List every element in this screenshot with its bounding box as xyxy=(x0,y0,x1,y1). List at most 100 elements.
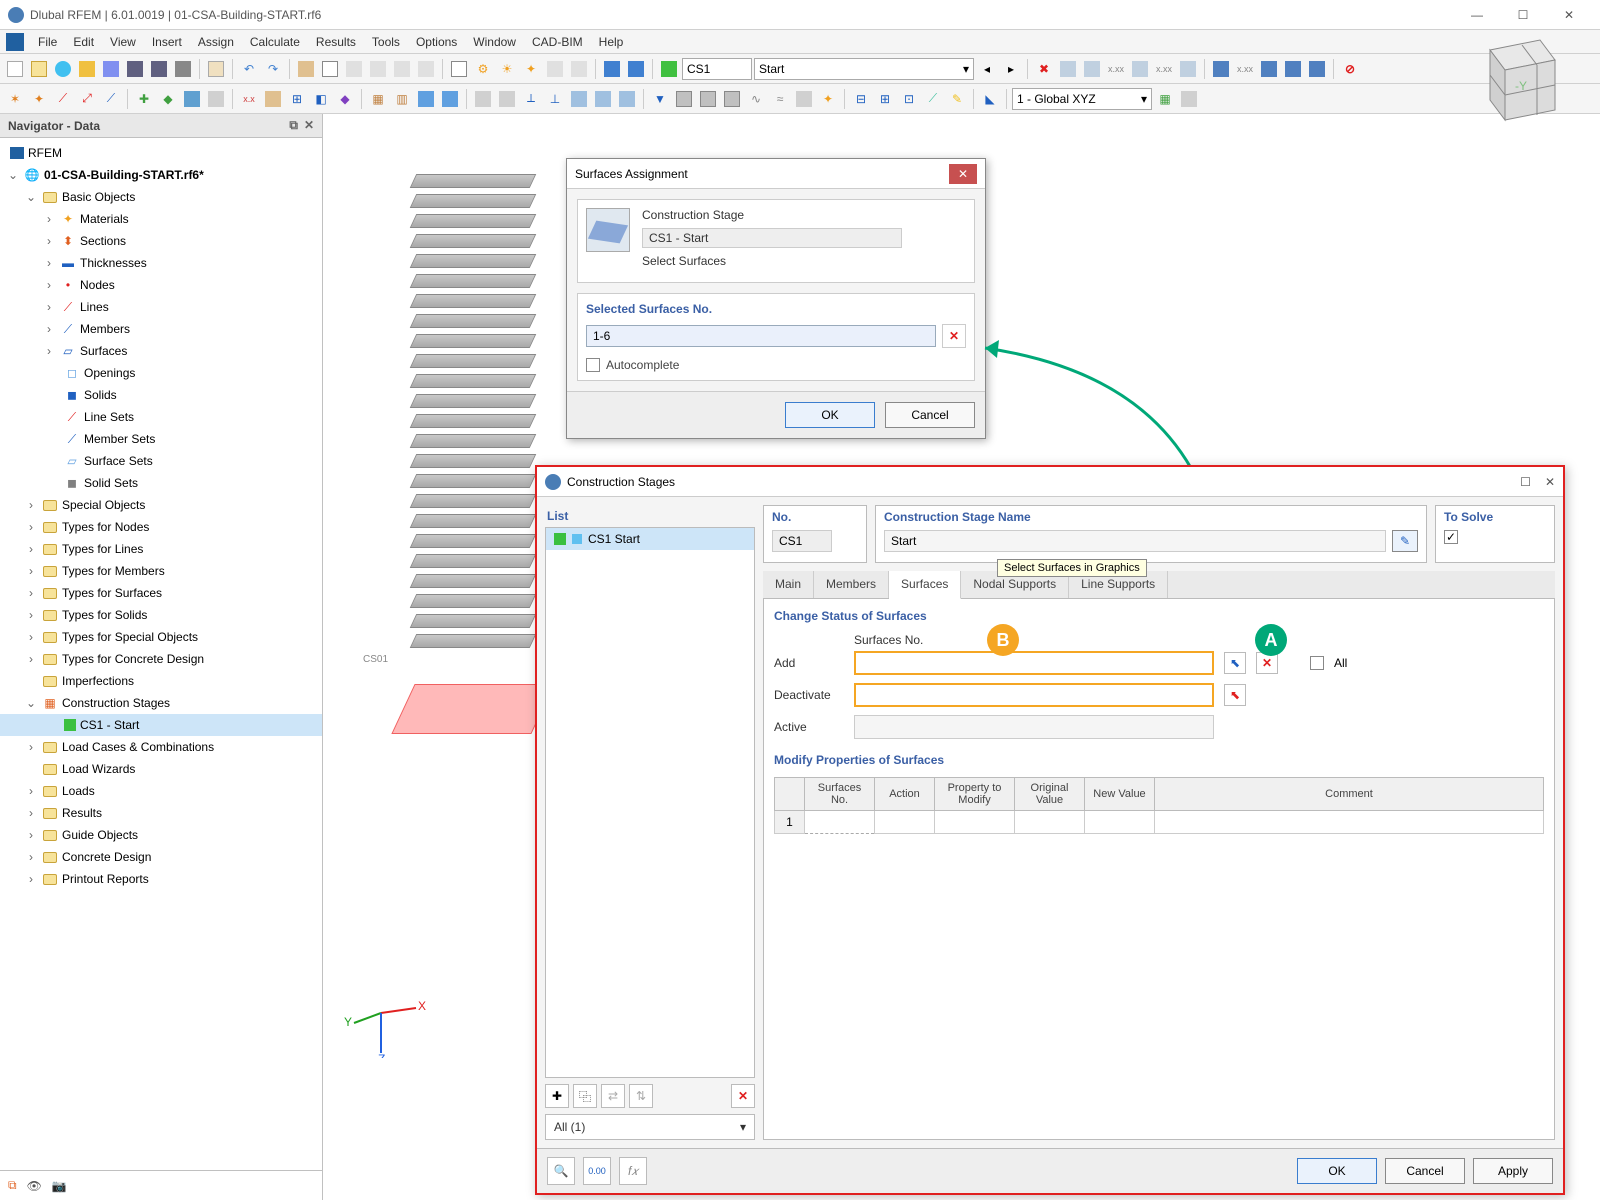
t2-13[interactable]: ◧ xyxy=(310,88,332,110)
tb-26[interactable] xyxy=(1177,58,1199,80)
new-icon[interactable] xyxy=(4,58,26,80)
dlg2-ok-button[interactable]: OK xyxy=(1297,1158,1377,1184)
tb-24[interactable] xyxy=(1129,58,1151,80)
t2-35[interactable]: ≈ xyxy=(769,88,791,110)
t2-37[interactable]: ✦ xyxy=(817,88,839,110)
menu-insert[interactable]: Insert xyxy=(144,35,190,49)
prev-icon[interactable]: ◂ xyxy=(976,58,998,80)
tb-28[interactable]: x.xx xyxy=(1234,58,1256,80)
deactivate-surfaces-input[interactable] xyxy=(854,683,1214,707)
t2-3[interactable]: ⟋ xyxy=(52,88,74,110)
open-icon[interactable] xyxy=(28,58,50,80)
dlg1-ok-button[interactable]: OK xyxy=(785,402,875,428)
nav-tab-1-icon[interactable]: ⧉ xyxy=(8,1178,17,1193)
solve-checkbox[interactable]: ✓ xyxy=(1444,530,1458,544)
cell-surfno[interactable] xyxy=(805,811,875,834)
selected-surfaces-input[interactable]: 1-6 xyxy=(586,325,936,347)
t2-8[interactable] xyxy=(181,88,203,110)
edit-name-button[interactable]: ✎ xyxy=(1392,530,1418,552)
settings-icon[interactable] xyxy=(100,58,122,80)
t2-17[interactable] xyxy=(415,88,437,110)
grid-icon[interactable] xyxy=(295,58,317,80)
nav-tab-2-icon[interactable]: 👁 xyxy=(27,1179,42,1193)
t2-23[interactable] xyxy=(568,88,590,110)
t2-50[interactable]: ▦ xyxy=(1154,88,1176,110)
t2-32[interactable] xyxy=(697,88,719,110)
close-file-icon[interactable] xyxy=(76,58,98,80)
properties-table[interactable]: Surfaces No. Action Property to Modify O… xyxy=(774,777,1544,834)
t2-6[interactable]: ✚ xyxy=(133,88,155,110)
next-icon[interactable]: ▸ xyxy=(1000,58,1022,80)
no-field[interactable]: CS1 xyxy=(772,530,832,552)
t2-22[interactable]: ⊥ xyxy=(544,88,566,110)
t2-14[interactable]: ◆ xyxy=(334,88,356,110)
undo-icon[interactable]: ↶ xyxy=(238,58,260,80)
pick-deact-button[interactable]: ⬉ xyxy=(1224,684,1246,706)
menu-results[interactable]: Results xyxy=(308,35,364,49)
tb-22[interactable] xyxy=(1081,58,1103,80)
help-button[interactable]: 🔍 xyxy=(547,1157,575,1185)
print-icon[interactable] xyxy=(172,58,194,80)
menu-edit[interactable]: Edit xyxy=(65,35,102,49)
t2-21[interactable]: ⟂ xyxy=(520,88,542,110)
t2-30[interactable]: ▼ xyxy=(649,88,671,110)
autocomplete-checkbox[interactable] xyxy=(586,358,600,372)
close-panel-icon[interactable]: ✕ xyxy=(304,118,314,133)
clear-selection-button[interactable]: ✕ xyxy=(942,324,966,348)
tb-10[interactable]: ⚙ xyxy=(472,58,494,80)
tb-29[interactable] xyxy=(1258,58,1280,80)
stage-list[interactable]: CS1 Start xyxy=(545,527,755,1078)
t2-24[interactable] xyxy=(592,88,614,110)
t2-39[interactable]: ⊞ xyxy=(874,88,896,110)
t2-31[interactable] xyxy=(673,88,695,110)
tb-13[interactable] xyxy=(544,58,566,80)
units-button[interactable]: 0.00 xyxy=(583,1157,611,1185)
t2-20[interactable] xyxy=(496,88,518,110)
delete-icon[interactable]: ⊘ xyxy=(1339,58,1361,80)
tb-30[interactable] xyxy=(1282,58,1304,80)
tab-main[interactable]: Main xyxy=(763,571,814,598)
saveall-icon[interactable] xyxy=(148,58,170,80)
coord-combo[interactable]: 1 - Global XYZ▾ xyxy=(1012,88,1152,110)
menu-window[interactable]: Window xyxy=(465,35,524,49)
menu-options[interactable]: Options xyxy=(408,35,465,49)
tb-17[interactable] xyxy=(658,58,680,80)
t2-34[interactable]: ∿ xyxy=(745,88,767,110)
menu-tools[interactable]: Tools xyxy=(364,35,408,49)
t2-12[interactable]: ⊞ xyxy=(286,88,308,110)
save-icon[interactable] xyxy=(124,58,146,80)
tb-27[interactable] xyxy=(1210,58,1232,80)
name-field[interactable]: Start xyxy=(884,530,1386,552)
link-button[interactable]: ⇄ xyxy=(601,1084,625,1108)
cs-combo[interactable]: CS1 xyxy=(682,58,752,80)
dlg1-close-button[interactable]: ✕ xyxy=(949,164,977,184)
app-menu-icon[interactable] xyxy=(6,33,24,51)
tb-8[interactable] xyxy=(415,58,437,80)
new-stage-button[interactable]: ✚ xyxy=(545,1084,569,1108)
menu-file[interactable]: File xyxy=(30,35,65,49)
copy-stage-button[interactable]: ⿻ xyxy=(573,1084,597,1108)
t2-42[interactable]: ✎ xyxy=(946,88,968,110)
t2-1[interactable]: ✶ xyxy=(4,88,26,110)
view-cube[interactable]: -Y xyxy=(1460,20,1570,130)
tab-members[interactable]: Members xyxy=(814,571,889,598)
tb-14[interactable] xyxy=(568,58,590,80)
t2-25[interactable] xyxy=(616,88,638,110)
tb-9[interactable] xyxy=(448,58,470,80)
tb-15[interactable] xyxy=(601,58,623,80)
t2-38[interactable]: ⊟ xyxy=(850,88,872,110)
refresh-icon[interactable] xyxy=(52,58,74,80)
dlg1-cancel-button[interactable]: Cancel xyxy=(885,402,975,428)
t2-10[interactable]: x.x xyxy=(238,88,260,110)
redo-icon[interactable]: ↷ xyxy=(262,58,284,80)
tb-7[interactable] xyxy=(391,58,413,80)
t2-19[interactable] xyxy=(472,88,494,110)
t2-2[interactable]: ✦ xyxy=(28,88,50,110)
filter-combo[interactable]: All (1)▾ xyxy=(545,1114,755,1140)
menu-help[interactable]: Help xyxy=(591,35,632,49)
t2-33[interactable] xyxy=(721,88,743,110)
menu-cadbim[interactable]: CAD-BIM xyxy=(524,35,591,49)
pin-icon[interactable]: ⧉ xyxy=(289,118,298,133)
menu-calculate[interactable]: Calculate xyxy=(242,35,308,49)
report-icon[interactable] xyxy=(205,58,227,80)
